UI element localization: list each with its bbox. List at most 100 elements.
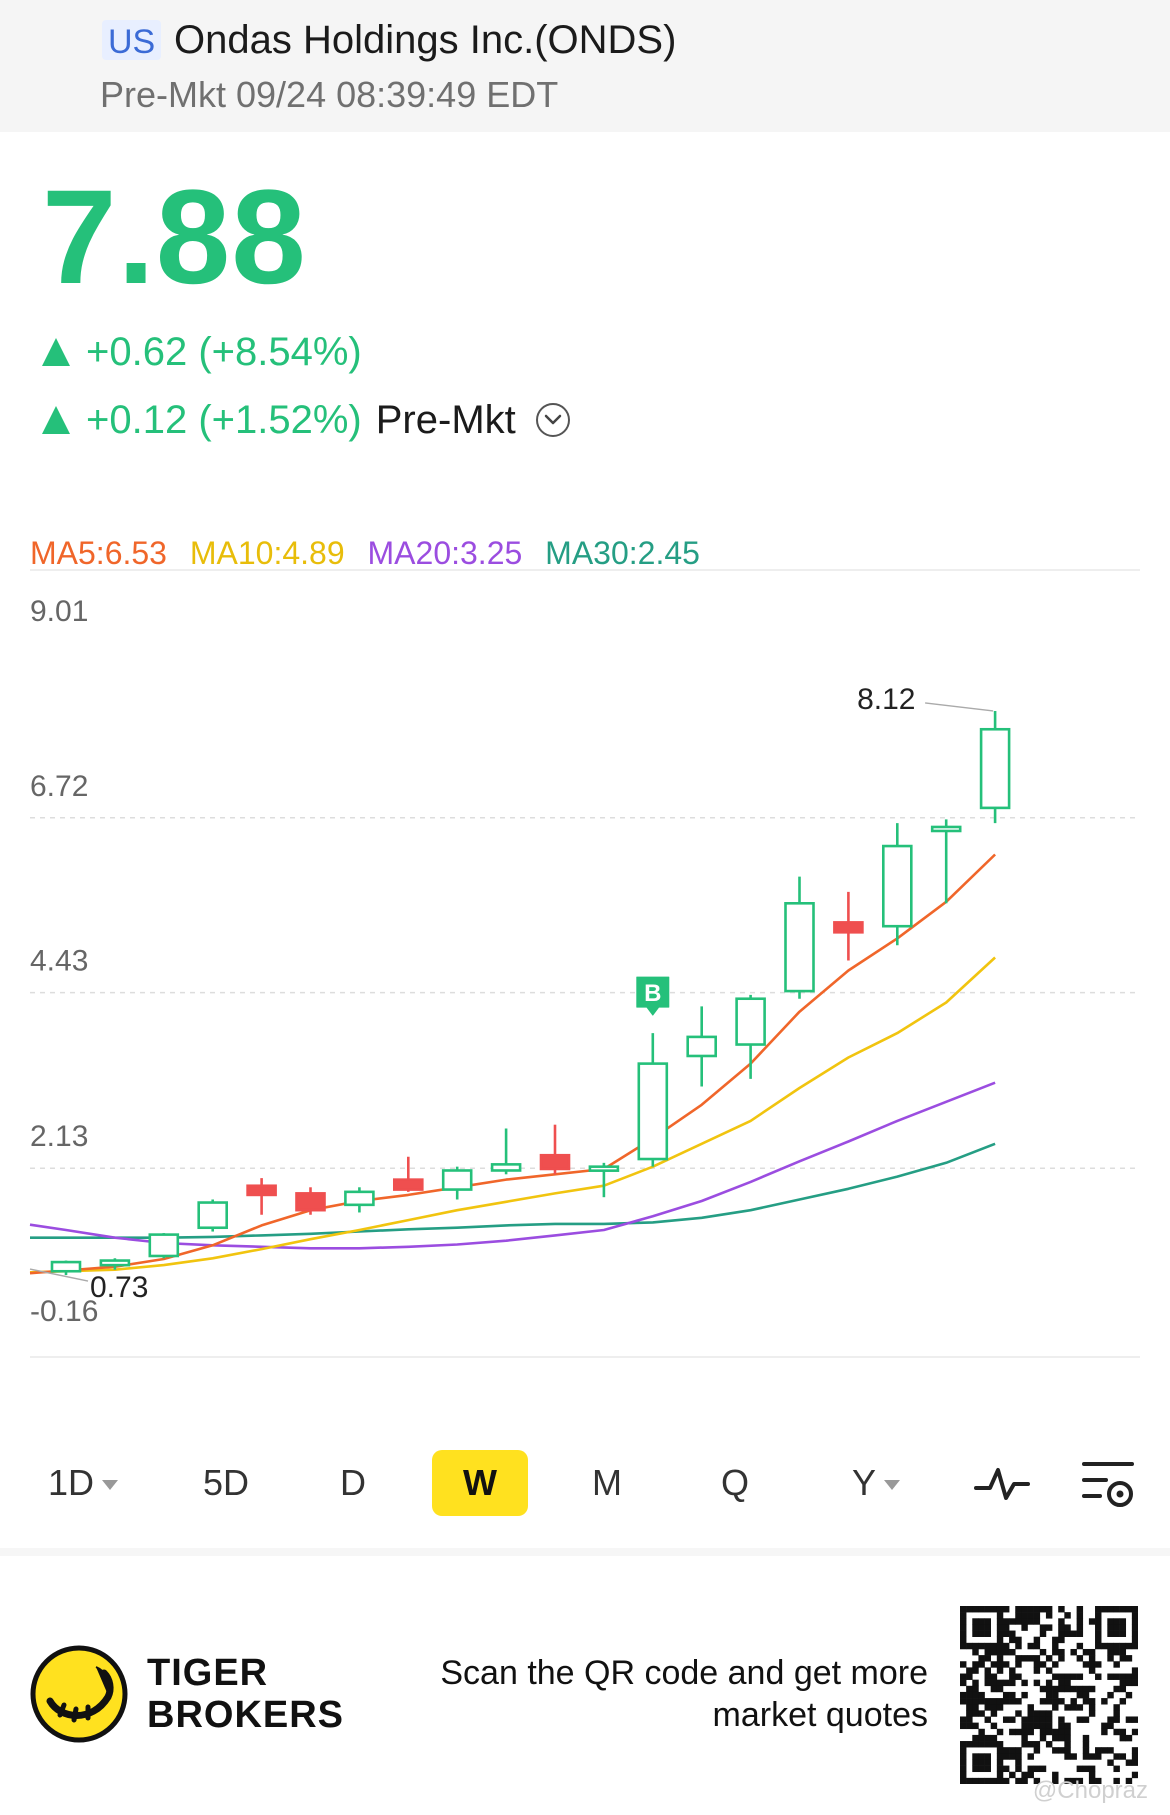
qr-module — [1027, 1728, 1034, 1736]
qr-module — [1033, 1661, 1041, 1668]
qr-module — [1033, 1612, 1041, 1619]
qr-module — [1002, 1777, 1010, 1784]
qr-module — [1125, 1734, 1133, 1742]
qr-module — [1107, 1630, 1114, 1637]
qr-module — [984, 1673, 991, 1680]
qr-module — [1119, 1648, 1127, 1656]
qr-module — [1021, 1612, 1028, 1619]
qr-module — [1039, 1648, 1047, 1656]
daily-change-row: +0.62 (+8.54%) — [42, 327, 362, 377]
qr-module — [1058, 1685, 1065, 1693]
qr-module — [1039, 1630, 1047, 1637]
qr-module — [1107, 1673, 1114, 1680]
qr-module — [1088, 1765, 1096, 1773]
period-m[interactable]: M — [592, 1462, 622, 1503]
qr-module — [972, 1685, 979, 1693]
buy-marker-label: B — [644, 980, 661, 1007]
qr-module — [1002, 1691, 1010, 1699]
qr-module — [1039, 1722, 1047, 1730]
qr-module — [1113, 1716, 1120, 1723]
period-d[interactable]: D — [340, 1462, 366, 1503]
qr-module — [1119, 1679, 1127, 1687]
qr-module — [1058, 1698, 1065, 1705]
qr-module — [966, 1667, 973, 1674]
qr-module — [1009, 1679, 1016, 1687]
qr-module — [966, 1691, 973, 1699]
qr-module — [1095, 1630, 1102, 1637]
y-tick-label: 4.43 — [30, 945, 88, 978]
chevron-down-icon[interactable] — [535, 403, 570, 437]
qr-module — [1095, 1612, 1102, 1619]
ma5-line — [29, 853, 997, 1275]
period-y[interactable]: Y — [836, 1450, 916, 1516]
qr-module — [990, 1642, 998, 1650]
qr-module — [990, 1734, 998, 1742]
period-w[interactable]: W — [432, 1450, 528, 1516]
candle-body — [735, 997, 766, 1046]
qr-module — [990, 1777, 998, 1784]
qr-module — [1131, 1747, 1138, 1754]
qr-module — [984, 1734, 991, 1742]
qr-module — [1131, 1667, 1138, 1674]
qr-module — [1131, 1642, 1138, 1650]
qr-module — [1058, 1606, 1065, 1613]
qr-module — [1107, 1747, 1114, 1754]
qr-module — [1064, 1728, 1071, 1736]
qr-module — [996, 1655, 1004, 1662]
qr-module — [1033, 1716, 1041, 1723]
qr-module — [1015, 1655, 1022, 1662]
period-5d[interactable]: 5D — [202, 1462, 250, 1503]
ma20-line — [29, 1081, 996, 1250]
qr-module — [996, 1728, 1004, 1736]
qr-module — [1027, 1741, 1034, 1748]
premarket-change: +0.12 (+1.52%) — [86, 398, 362, 442]
qr-module — [960, 1777, 967, 1784]
qr-module — [1033, 1618, 1041, 1625]
qr-module — [1027, 1642, 1034, 1650]
qr-module — [996, 1753, 1004, 1760]
qr-module — [1064, 1741, 1071, 1748]
candlestick-chart[interactable]: 9.01 6.72 4.43 2.13 -0.16 8.12 0.73 B — [0, 568, 1170, 1368]
premarket-change-row[interactable]: +0.12 (+1.52%) Pre-Mkt — [42, 395, 570, 445]
session-timestamp: Pre-Mkt 09/24 08:39:49 EDT — [100, 74, 559, 115]
qr-module — [1131, 1679, 1138, 1687]
period-q[interactable]: Q — [720, 1462, 749, 1503]
qr-module — [1058, 1655, 1065, 1662]
period-1d[interactable]: 1D — [38, 1450, 128, 1516]
indicator-icon[interactable] — [974, 1462, 1030, 1506]
qr-module — [1076, 1612, 1084, 1619]
qr-module — [1052, 1698, 1059, 1705]
qr-module — [1131, 1618, 1138, 1625]
qr-module — [984, 1667, 991, 1674]
qr-module — [1101, 1728, 1108, 1736]
qr-module — [1082, 1648, 1090, 1656]
qr-module — [1039, 1765, 1047, 1773]
qr-module — [990, 1685, 998, 1693]
qr-module — [1027, 1771, 1034, 1779]
candle-body — [686, 1035, 718, 1058]
qr-module — [1015, 1728, 1022, 1736]
qr-module — [1039, 1685, 1047, 1693]
qr-module — [1119, 1673, 1127, 1680]
qr-module — [1039, 1624, 1047, 1631]
qr-module — [1058, 1648, 1065, 1656]
qr-module — [1107, 1759, 1114, 1766]
qr-module — [1015, 1710, 1022, 1717]
qr-module — [960, 1636, 967, 1644]
chart-settings-icon[interactable] — [1080, 1458, 1136, 1510]
qr-module — [966, 1710, 973, 1717]
qr-module — [1039, 1734, 1047, 1742]
qr-module — [1058, 1722, 1065, 1730]
qr-module — [972, 1624, 979, 1631]
qr-module — [1131, 1759, 1138, 1766]
qr-module — [978, 1734, 985, 1742]
qr-module — [1119, 1642, 1127, 1650]
qr-module — [984, 1753, 991, 1760]
qr-module — [1002, 1716, 1010, 1723]
qr-module — [1045, 1741, 1053, 1748]
qr-module — [1052, 1734, 1059, 1742]
qr-module — [1045, 1679, 1053, 1687]
qr-module — [1039, 1728, 1047, 1736]
qr-module — [1058, 1679, 1065, 1687]
qr-module — [1095, 1777, 1102, 1784]
